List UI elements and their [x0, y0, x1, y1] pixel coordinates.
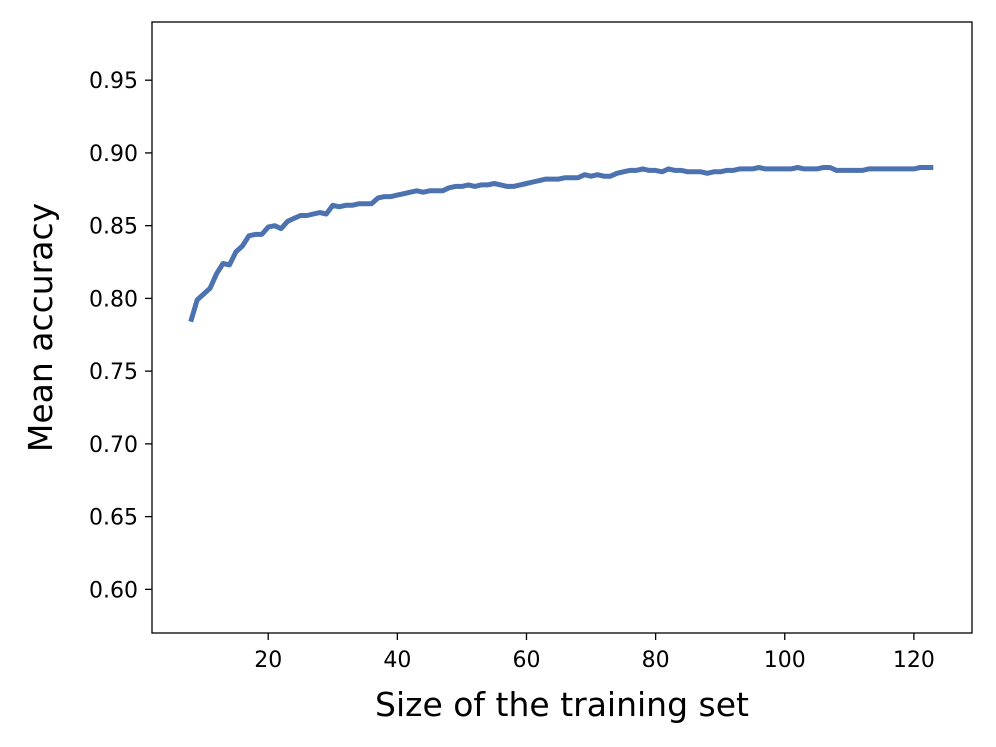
x-tick-label: 20	[254, 648, 282, 673]
x-tick-label: 120	[893, 648, 935, 673]
x-tick-label: 80	[642, 648, 670, 673]
y-axis-label: Mean accuracy	[21, 203, 60, 452]
y-tick-label: 0.70	[89, 433, 138, 458]
y-tick-label: 0.95	[89, 69, 138, 94]
y-tick-label: 0.65	[89, 506, 138, 531]
x-tick-label: 40	[383, 648, 411, 673]
y-tick-label: 0.75	[89, 360, 138, 385]
plot-area	[188, 165, 934, 323]
x-axis: 20 40 60 80 100 120	[254, 633, 935, 673]
series-line	[188, 165, 934, 323]
y-axis: 0.60 0.65 0.70 0.75 0.80 0.85 0.90 0.95	[89, 69, 152, 603]
x-tick-label: 60	[512, 648, 540, 673]
y-tick-label: 0.85	[89, 215, 138, 240]
x-axis-label: Size of the training set	[375, 685, 749, 724]
axes-frame	[151, 21, 973, 634]
y-tick-label: 0.60	[89, 578, 138, 603]
y-tick-label: 0.80	[89, 287, 138, 312]
y-tick-label: 0.90	[89, 142, 138, 167]
x-tick-label: 100	[764, 648, 806, 673]
